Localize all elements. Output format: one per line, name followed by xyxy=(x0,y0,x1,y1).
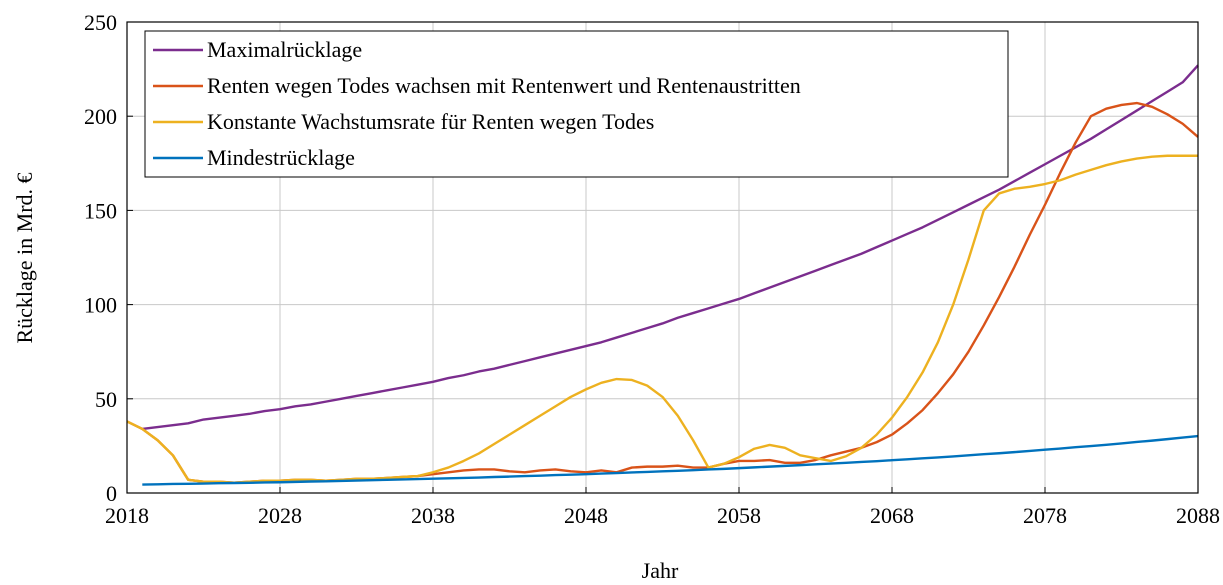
x-tick-label: 2078 xyxy=(1023,503,1067,528)
y-tick-label: 50 xyxy=(95,387,117,412)
y-tick-label: 200 xyxy=(84,104,117,129)
legend-box xyxy=(144,30,1009,178)
legend-label: Konstante Wachstumsrate für Renten wegen… xyxy=(207,109,654,134)
x-tick-label: 2058 xyxy=(717,503,761,528)
x-axis-label: Jahr xyxy=(642,558,679,583)
legend-label: Maximalrücklage xyxy=(207,37,362,62)
line-series xyxy=(142,434,1199,486)
y-tick-label: 150 xyxy=(84,198,117,223)
x-tick-label: 2038 xyxy=(411,503,455,528)
x-tick-label: 2048 xyxy=(564,503,608,528)
y-tick-label: 100 xyxy=(84,293,117,318)
legend-label: Renten wegen Todes wachsen mit Rentenwer… xyxy=(207,73,801,98)
x-tick-label: 2028 xyxy=(258,503,302,528)
x-tick-label: 2068 xyxy=(870,503,914,528)
y-tick-label: 250 xyxy=(84,10,117,35)
plot-frame xyxy=(126,21,1199,494)
legend: Maximalrücklage Renten wegen Todes wachse… xyxy=(144,30,1009,178)
y-axis-label: Rücklage in Mrd. € xyxy=(12,172,37,343)
x-tick-label: 2088 xyxy=(1176,503,1220,528)
x-tick-label: 2018 xyxy=(105,503,149,528)
y-tick-label: 0 xyxy=(106,481,117,506)
legend-label: Mindestrücklage xyxy=(207,145,355,170)
line-series xyxy=(142,64,1199,431)
line-series xyxy=(126,154,1198,484)
